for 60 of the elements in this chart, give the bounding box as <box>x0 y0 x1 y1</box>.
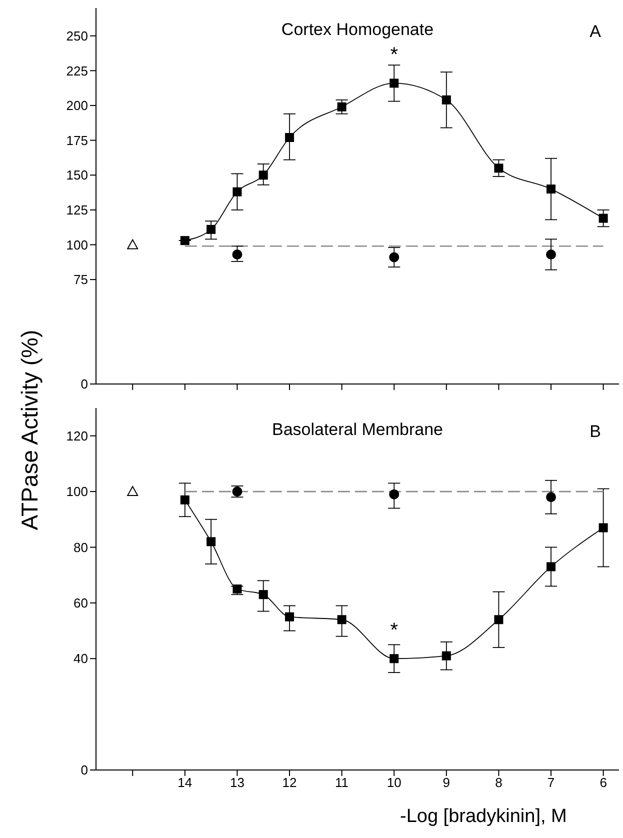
point <box>598 523 608 532</box>
y-tick-label: 80 <box>74 540 88 555</box>
point <box>206 224 216 234</box>
point <box>258 170 268 180</box>
x-tick-label: 12 <box>282 775 297 790</box>
y-tick-label: 150 <box>66 168 88 183</box>
y-tick-label: 125 <box>66 202 88 218</box>
point <box>546 492 556 502</box>
point <box>285 133 294 142</box>
x-tick-label: 9 <box>442 775 450 790</box>
point <box>337 615 346 624</box>
y-tick-label: 250 <box>66 28 88 44</box>
x-tick-label: 13 <box>230 775 244 790</box>
y-tick-label: 225 <box>66 63 88 78</box>
x-tick-label: 10 <box>386 775 402 790</box>
y-tick-label: 100 <box>66 237 88 252</box>
x-tick-label: 11 <box>335 775 349 790</box>
point <box>232 249 242 260</box>
point <box>389 252 400 262</box>
point <box>390 654 399 664</box>
annotation: * <box>390 44 398 66</box>
point <box>442 95 451 104</box>
text: Basolateral Membrane <box>272 420 444 439</box>
y-tick-label: 175 <box>66 132 88 148</box>
point <box>206 537 216 546</box>
point <box>180 236 190 246</box>
y-tick-label: 0 <box>80 376 88 392</box>
point <box>546 562 556 572</box>
y-tick-label: 60 <box>74 596 88 611</box>
point <box>285 612 294 622</box>
annotation: A <box>590 22 601 42</box>
x-tick-label: 7 <box>547 775 555 790</box>
point <box>258 590 268 600</box>
y-axis-title: ATPase Activity (%) <box>16 330 44 530</box>
x-axis-title: -Log [bradykinin], M <box>400 806 567 828</box>
text: Cortex Homogenate <box>281 20 434 39</box>
point <box>442 651 451 660</box>
point <box>127 239 138 250</box>
point <box>127 486 138 496</box>
point <box>494 164 504 173</box>
y-tick-label: 200 <box>66 98 88 114</box>
y-tick-label: 40 <box>74 651 88 666</box>
point <box>390 78 399 88</box>
x-tick-label: 6 <box>600 775 607 790</box>
point <box>389 489 400 500</box>
y-tick-label: 120 <box>66 428 88 444</box>
point <box>546 184 556 194</box>
y-tick-label: 100 <box>66 484 88 500</box>
x-tick-label: 14 <box>178 775 192 790</box>
point <box>546 249 556 260</box>
y-tick-label: 75 <box>74 272 88 288</box>
point <box>180 495 190 504</box>
point <box>337 102 346 112</box>
annotation: * <box>390 620 398 642</box>
point <box>494 615 504 624</box>
point <box>232 187 242 196</box>
point <box>598 214 608 223</box>
x-tick-label: 8 <box>495 775 502 790</box>
annotation: B <box>590 422 601 442</box>
y-tick-label: 0 <box>80 762 88 778</box>
